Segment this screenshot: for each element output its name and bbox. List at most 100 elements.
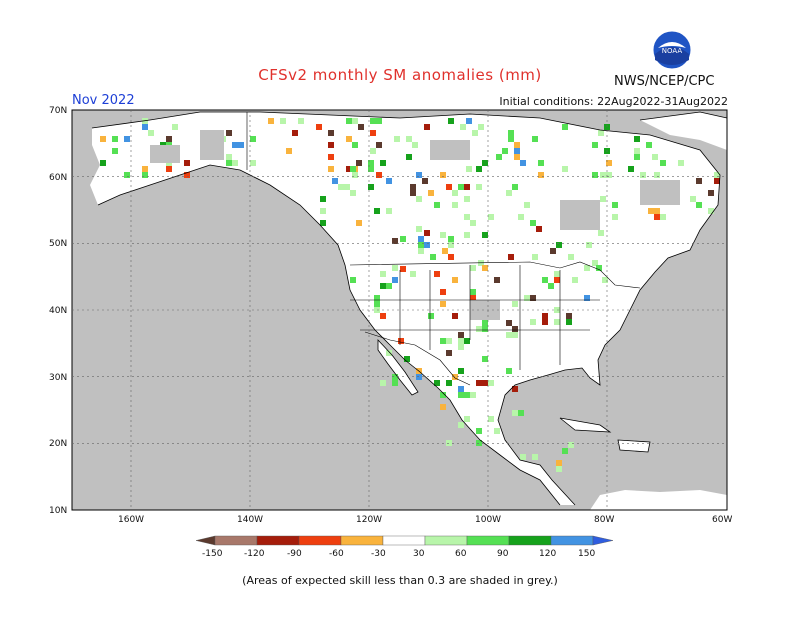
anomaly-cell [250,136,256,142]
anomaly-cell [352,142,358,148]
lat-label: 20N [49,439,67,449]
anomaly-cell [338,184,344,190]
anomaly-cell [476,326,482,332]
anomaly-cell [494,277,500,283]
anomaly-cell [482,160,488,166]
land-cuba [560,418,610,432]
anomaly-cell [380,271,386,277]
anomaly-cell [602,277,608,283]
anomaly-cell [690,196,696,202]
anomaly-cell [406,154,412,160]
anomaly-cell [452,313,458,319]
anomaly-cell [124,136,130,142]
colorbar-segment [424,535,468,546]
anomaly-cell [440,404,446,410]
anomaly-cell [464,214,470,220]
colorbar-segment [550,535,594,546]
low-skill-patch [200,130,224,160]
anomaly-cell [606,172,612,178]
anomaly-cell [184,160,190,166]
anomaly-cell [172,124,178,130]
anomaly-cell [470,295,476,301]
anomaly-cell [422,178,428,184]
anomaly-cell [506,190,512,196]
colorbar-label: 120 [539,549,556,559]
anomaly-cell [112,136,118,142]
anomaly-cell [368,166,374,172]
anomaly-cell [464,392,470,398]
anomaly-cell [392,374,398,380]
anomaly-cell [542,313,548,319]
anomaly-cell [424,124,430,130]
lon-label: 160W [118,515,144,525]
anomaly-cell [478,124,484,130]
colorbar-label: 150 [578,549,595,559]
anomaly-cell [488,214,494,220]
anomaly-cell [418,248,424,254]
anomaly-cell [112,148,118,154]
colorbar [195,535,614,546]
anomaly-cell [430,254,436,260]
anomaly-cell [514,142,520,148]
anomaly-cell [418,236,424,242]
anomaly-cell [566,313,572,319]
anomaly-cell [476,380,482,386]
lat-label: 10N [49,506,67,516]
anomaly-cell [464,232,470,238]
anomaly-cell [550,248,556,254]
low-skill-patch [430,140,470,160]
anomaly-cell [562,166,568,172]
anomaly-cell [562,448,568,454]
borders [246,112,641,386]
anomaly-cell [512,386,518,392]
anomaly-cell [518,410,524,416]
anomaly-cell [358,124,364,130]
anomaly-cell [514,148,520,154]
anomaly-cell [530,295,536,301]
anomaly-cell [448,254,454,260]
anomaly-cell [380,380,386,386]
anomaly-cell [532,136,538,142]
anomaly-cell [584,265,590,271]
lat-label: 30N [49,373,67,383]
anomaly-cell [600,172,606,178]
anomaly-cell [352,172,358,178]
colorbar-segment [466,535,510,546]
noaa-logo: NOAA [652,30,692,70]
colorbar-label: 30 [413,549,425,559]
anomaly-cell [416,196,422,202]
anomaly-cell [416,172,422,178]
anomaly-cell [548,283,554,289]
anomaly-cell [412,142,418,148]
anomaly-cell [376,142,382,148]
anomaly-cell [556,242,562,248]
anomaly-cell [512,332,518,338]
anomaly-cell [554,319,560,325]
anomaly-cell [298,118,304,124]
colorbar-labels: -150 -120 -90 -60 -30 30 60 90 120 150 [202,549,595,559]
noaa-logo-text: NOAA [662,47,683,55]
anomaly-cell [678,160,684,166]
anomaly-cell [530,319,536,325]
footnote: (Areas of expected skill less than 0.3 a… [242,574,558,587]
anomaly-cell [406,136,412,142]
anomaly-cell [708,208,714,214]
anomaly-cell [494,428,500,434]
anomaly-cell [374,208,380,214]
anomaly-cell [476,184,482,190]
anomaly-cell [612,214,618,220]
lon-label: 140W [237,515,263,525]
lon-labels: 160W 140W 120W 100W 80W 60W [118,515,732,525]
anomaly-cell [350,190,356,196]
anomaly-cell [562,124,568,130]
anomaly-cell [368,184,374,190]
anomaly-cell [166,166,172,172]
colorbar-label: -90 [287,549,302,559]
anomaly-cell [458,392,464,398]
anomaly-cell [316,124,322,130]
lon-label: 60W [712,515,732,525]
lon-label: 120W [356,515,382,525]
anomaly-cell [142,124,148,130]
anomaly-cell [280,118,286,124]
anomaly-cell [482,380,488,386]
